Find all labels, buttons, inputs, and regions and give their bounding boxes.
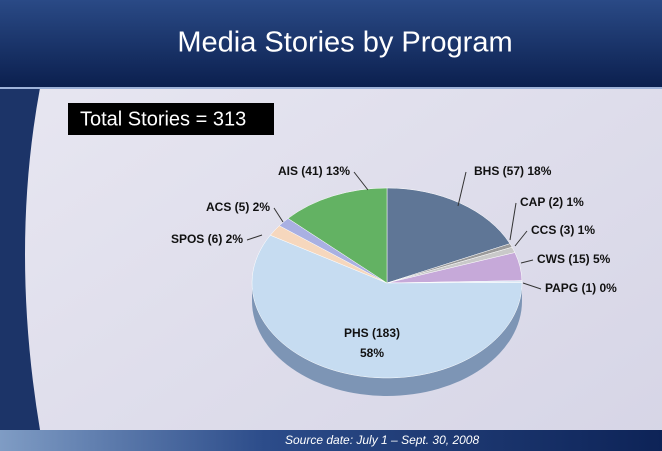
leader-line: [514, 230, 528, 247]
left-curve: [0, 88, 40, 430]
slice-label: SPOS (6) 2%: [171, 232, 243, 246]
slice-label: CWS (15) 5%: [537, 252, 611, 266]
pie-slice: [386, 187, 511, 284]
total-box: [68, 103, 274, 135]
leader-line: [246, 234, 263, 241]
slice-label: BHS (57) 18%: [474, 164, 552, 178]
slice-label: CCS (3) 1%: [531, 223, 595, 237]
header: [0, 0, 662, 88]
slice-label: ACS (5) 2%: [206, 200, 270, 214]
total-annotation: Total Stories = 313: [80, 108, 246, 130]
leader-line: [457, 171, 467, 207]
slice-label: AIS (41) 13%: [278, 164, 350, 178]
leader-line: [353, 171, 369, 191]
leader-line: [520, 259, 534, 264]
leader-line: [509, 202, 517, 241]
leader-line: [522, 282, 542, 290]
pie-slice: [251, 234, 523, 379]
slice-label: PHS (183) 58%: [344, 326, 400, 360]
slice-label: CAP (2) 1%: [520, 195, 584, 209]
slice-label: PAPG (1) 0%: [545, 281, 617, 295]
leader-line: [273, 207, 284, 223]
pie-slice: [287, 187, 388, 284]
footer: [0, 430, 662, 451]
source-note: Source date: July 1 – Sept. 30, 2008: [285, 433, 479, 447]
chart-title: Media Stories by Program: [177, 27, 512, 59]
